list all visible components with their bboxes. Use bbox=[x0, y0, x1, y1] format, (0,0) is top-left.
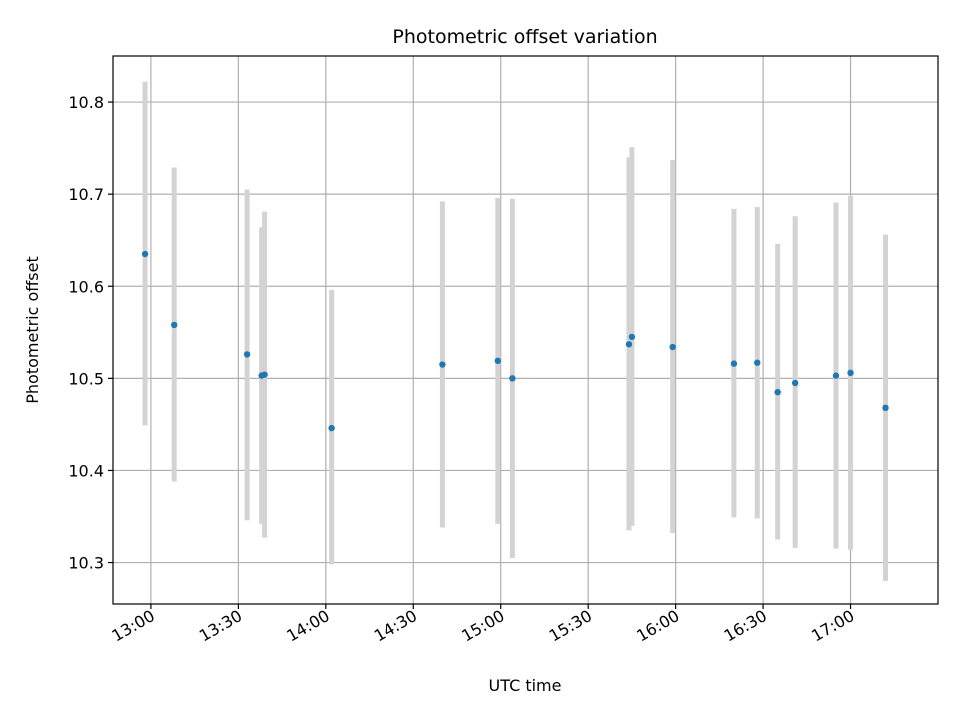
data-point bbox=[494, 357, 502, 365]
data-point bbox=[791, 379, 799, 387]
data-point bbox=[625, 341, 633, 348]
y-tick-label: 10.8 bbox=[68, 93, 104, 112]
data-points bbox=[141, 250, 889, 432]
y-tick-label: 10.4 bbox=[68, 461, 104, 480]
data-point bbox=[847, 369, 854, 377]
data-point bbox=[141, 250, 149, 258]
data-point bbox=[730, 360, 738, 367]
data-point bbox=[439, 361, 446, 368]
data-point bbox=[832, 372, 840, 379]
data-point bbox=[628, 333, 636, 341]
plot-frame bbox=[112, 55, 939, 605]
x-axis-label: UTC time bbox=[489, 676, 562, 695]
y-tick-label: 10.7 bbox=[68, 185, 104, 204]
data-point bbox=[509, 375, 516, 382]
data-point bbox=[171, 321, 178, 329]
data-point bbox=[754, 359, 761, 366]
data-point bbox=[774, 388, 781, 396]
data-point bbox=[261, 371, 268, 378]
data-point bbox=[243, 351, 251, 358]
data-point bbox=[882, 404, 889, 412]
y-axis-label: Photometric offset bbox=[23, 256, 42, 404]
y-tick-label: 10.6 bbox=[68, 277, 104, 296]
data-point bbox=[328, 424, 335, 432]
y-tick-label: 10.3 bbox=[68, 554, 104, 573]
y-tick-label: 10.5 bbox=[68, 369, 104, 388]
chart-title: Photometric offset variation bbox=[392, 26, 657, 48]
data-point bbox=[669, 343, 676, 351]
